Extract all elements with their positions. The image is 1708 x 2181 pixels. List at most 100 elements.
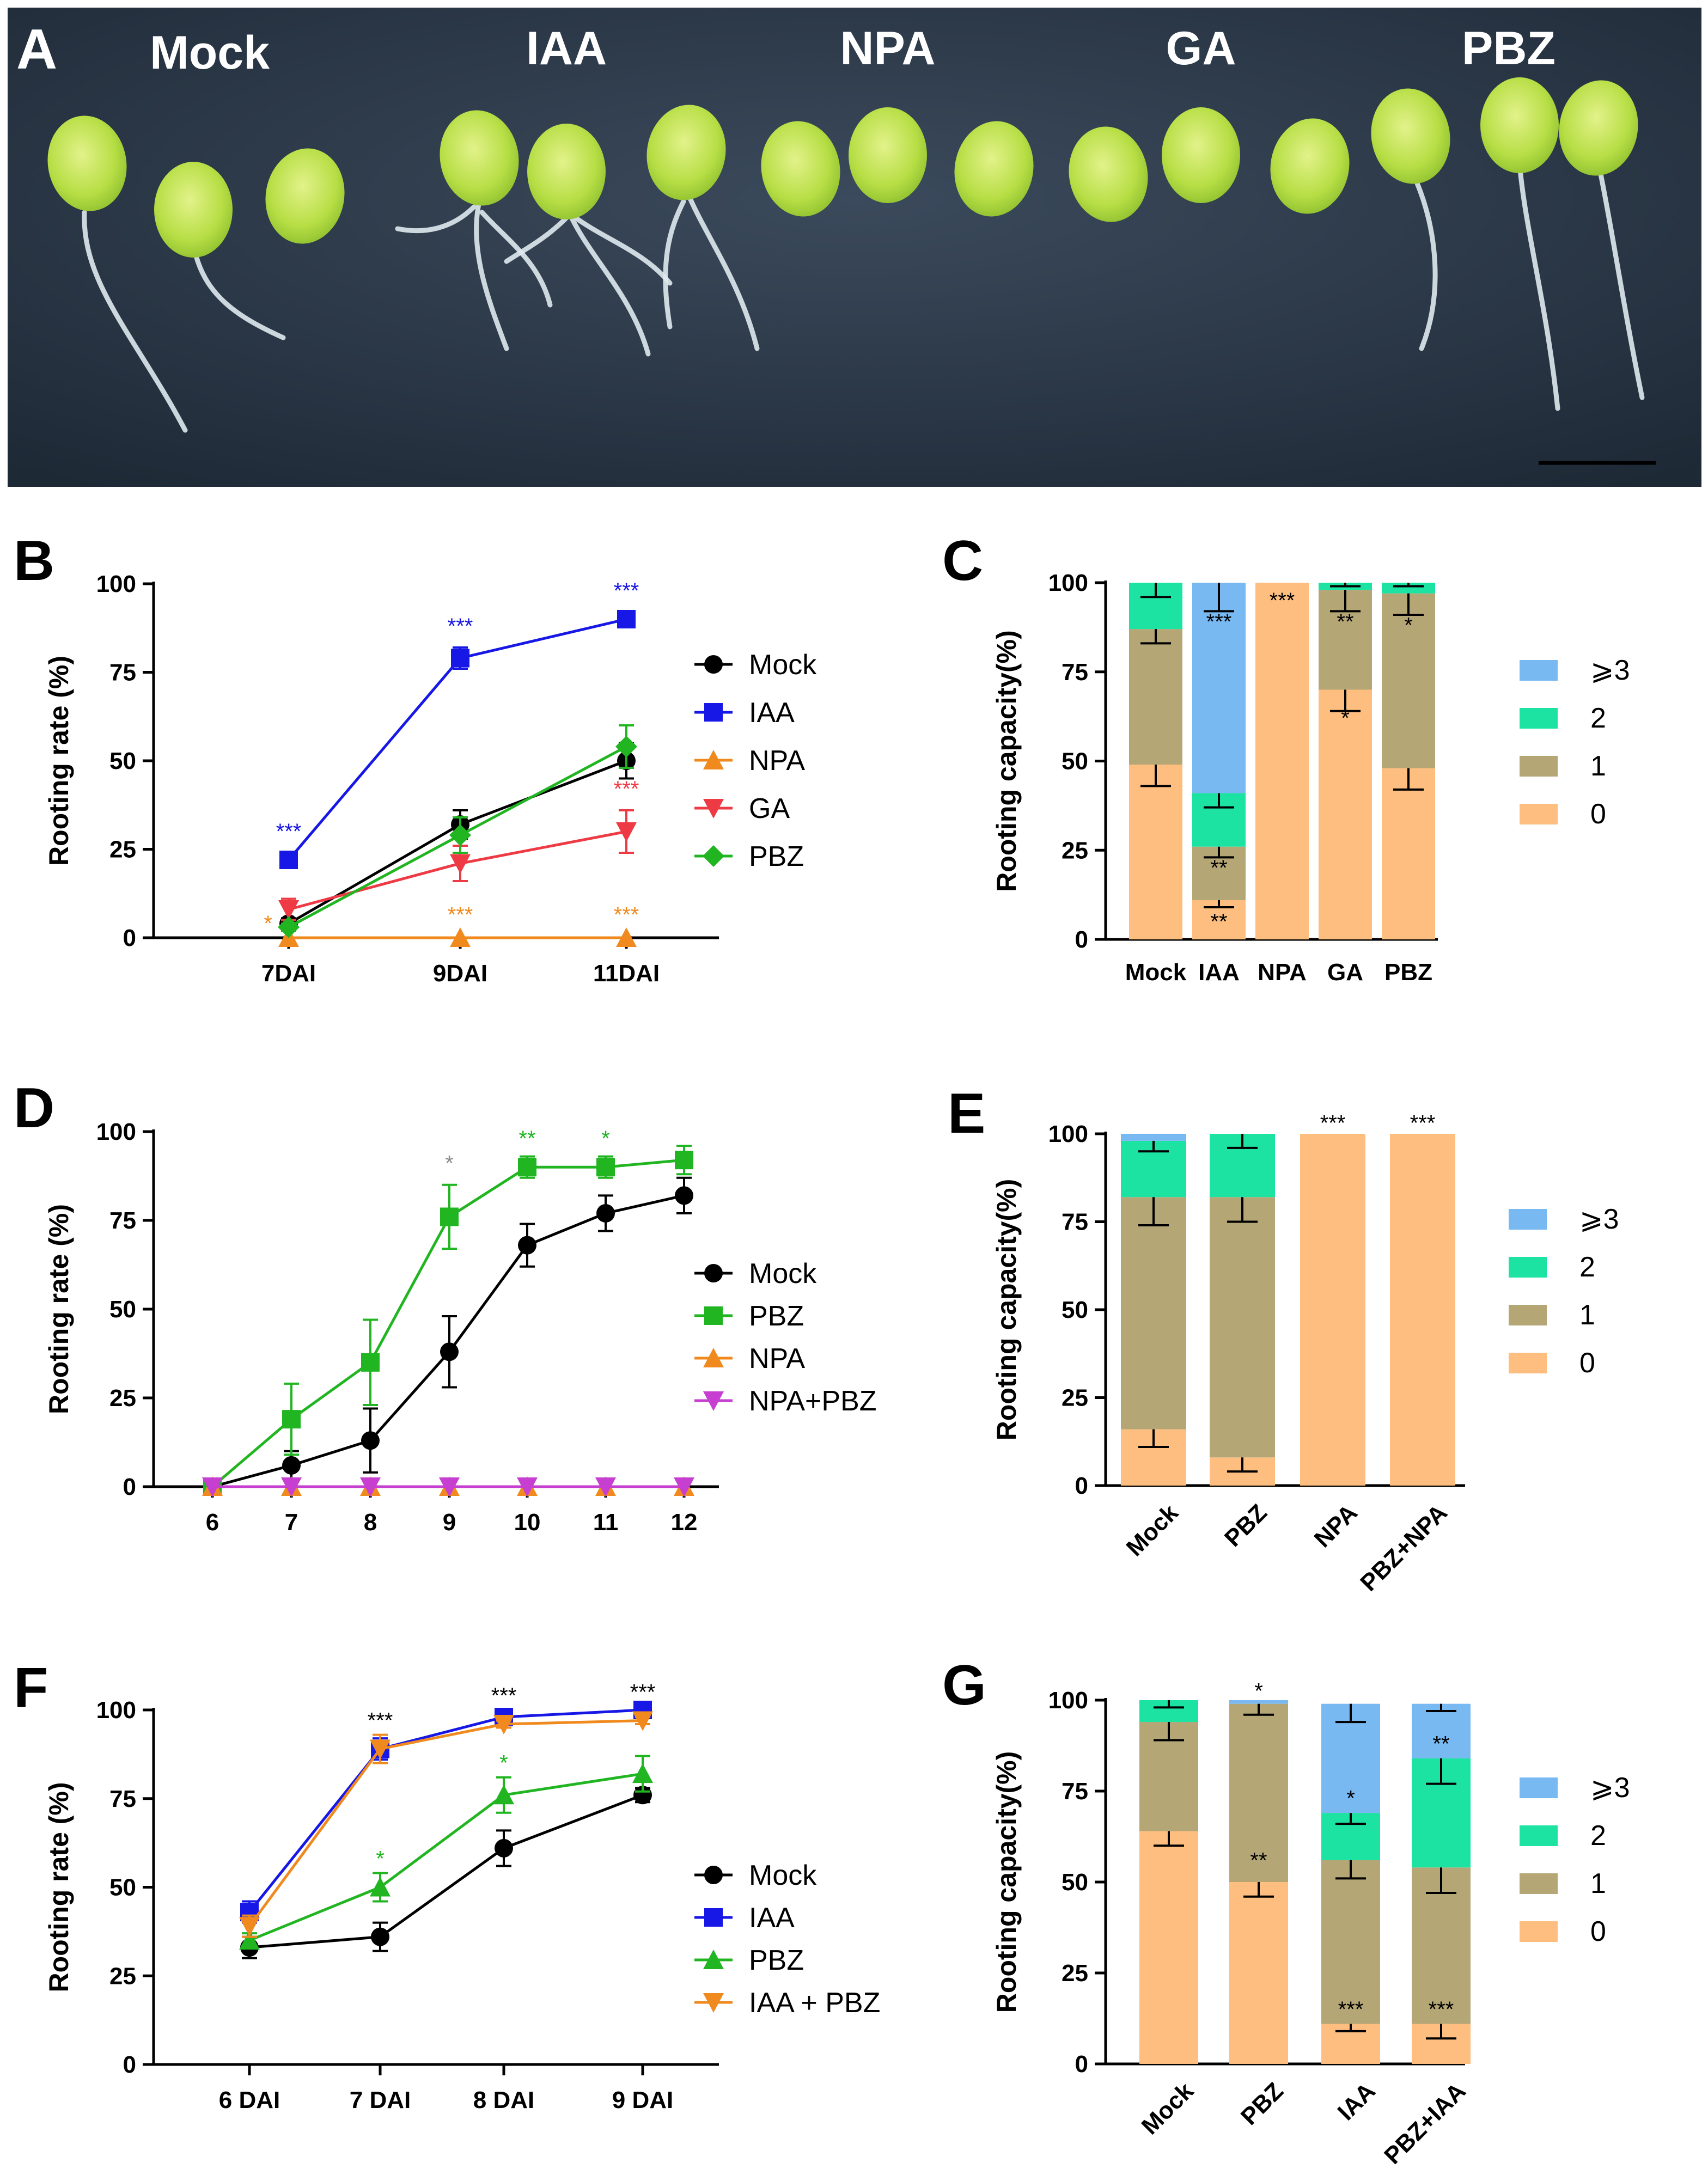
bar-segment (1121, 1197, 1186, 1429)
series-npa-pbz (202, 1477, 694, 1497)
photo-label-pbz: PBZ (1462, 22, 1555, 75)
legend-swatch (1509, 1257, 1547, 1278)
data-point (370, 1739, 391, 1760)
x-tick-label: NPA (1258, 959, 1307, 986)
seedling-leaf (1371, 88, 1450, 184)
bar-segment (1300, 1134, 1365, 1486)
panel-label-g: G (942, 1654, 986, 1717)
seedling-root (663, 193, 760, 351)
legend-label: 0 (1579, 1347, 1595, 1379)
legend-marker (704, 1866, 723, 1884)
legend-label: IAA (749, 697, 795, 729)
significance-mark: * (1341, 706, 1350, 730)
data-point (493, 1715, 514, 1735)
bar-segment (1382, 768, 1435, 939)
legend-swatch (1509, 1353, 1547, 1373)
bar-segment (1129, 629, 1182, 765)
y-tick-label: 75 (109, 1786, 136, 1812)
x-tick-label: 6 (206, 1509, 219, 1536)
significance-mark: * (1254, 1679, 1263, 1703)
significance-mark: ** (1210, 856, 1227, 880)
data-point (675, 1186, 693, 1205)
series-ga (278, 809, 637, 921)
x-tick-label: PBZ (1384, 959, 1432, 986)
bar-segment (1321, 1860, 1380, 2024)
seedling-leaf (646, 105, 726, 200)
panel-g: G Rooting capacity(%) 0 25 50 75 100 Mock PBZ IAA… (942, 1654, 1630, 2170)
panel-a-photo: A Mock IAA NPA GA PBZ (8, 8, 1701, 487)
panel-label-d: D (14, 1077, 54, 1140)
y-tick-label: 100 (1048, 1121, 1088, 1147)
y-tick-label: 0 (123, 925, 136, 951)
legend-marker (704, 703, 723, 722)
panel-f: F Rooting rate (%) 0 25 50 75 100 6 DAI 7 DAI 8 D… (14, 1657, 880, 2113)
bar-segment (1229, 1700, 1288, 1704)
legend-marker (703, 1348, 724, 1367)
legend-label: 2 (1590, 1820, 1606, 1852)
bar-segment (1229, 1882, 1288, 2064)
legend-label: PBZ (749, 841, 804, 872)
x-tick-label: IAA (1333, 2078, 1381, 2125)
legend-label: PBZ (749, 1300, 804, 1332)
y-tick-label: 25 (109, 1385, 136, 1412)
significance-mark: * (1346, 1787, 1355, 1811)
x-tick-label: IAA (1198, 959, 1240, 986)
legend-swatch (1520, 1873, 1558, 1894)
legend-swatch (1520, 1777, 1558, 1798)
significance-mark: * (445, 1152, 454, 1176)
legend-label: Mock (749, 649, 817, 681)
x-tick-label: 8 DAI (473, 2087, 534, 2113)
bar-segment (1412, 1703, 1471, 1758)
panel-label-b: B (14, 529, 54, 592)
seedling-root (1596, 161, 1645, 400)
data-point (451, 649, 469, 668)
significance-mark: *** (1338, 1997, 1364, 2021)
bar-segment (1382, 593, 1435, 768)
legend-swatch (1520, 756, 1558, 777)
legend-marker (703, 1391, 724, 1411)
legend-marker (704, 655, 723, 674)
panel-a-label: A (16, 18, 57, 81)
bar-segment (1121, 1134, 1186, 1141)
x-tick-label: 7 (285, 1509, 298, 1536)
seedling-leaf (47, 115, 127, 211)
data-point (279, 851, 298, 869)
data-point (617, 610, 636, 628)
data-point (449, 824, 471, 846)
y-tick-label: 50 (109, 1874, 136, 1901)
significance-mark: * (601, 1127, 610, 1151)
legend-label: NPA+PBZ (749, 1385, 877, 1417)
y-axis-label: Rooting capacity(%) (991, 630, 1022, 892)
data-point (518, 1236, 536, 1255)
data-point (239, 1917, 260, 1937)
bar-segment (1139, 1831, 1198, 2064)
legend-label: Mock (749, 1258, 817, 1290)
bar-segment (1210, 1197, 1275, 1458)
panel-c: C Rooting capacity(%) 0 25 50 75 100 Mock IAA NPA… (942, 529, 1630, 986)
data-point (278, 916, 300, 938)
significance-mark: *** (1206, 610, 1232, 634)
y-tick-label: 100 (96, 1697, 136, 1724)
data-point (616, 822, 637, 842)
series-line (248, 1708, 643, 1913)
legend-label: PBZ (749, 1945, 804, 1976)
photo-label-mock: Mock (150, 27, 270, 79)
legend-label: 2 (1579, 1251, 1595, 1283)
significance-mark: ** (1210, 909, 1227, 933)
legend-marker (703, 1993, 724, 2013)
y-tick-label: 50 (1062, 748, 1088, 775)
significance-mark: *** (276, 820, 302, 844)
legend-marker (703, 750, 724, 769)
y-tick-label: 0 (1075, 2051, 1088, 2078)
photo-label-iaa: IAA (526, 22, 607, 75)
y-tick-label: 75 (1062, 659, 1088, 686)
significance-mark: *** (368, 1709, 393, 1733)
seedling-leaf (954, 121, 1034, 217)
bar-segment (1319, 689, 1372, 939)
x-tick-label: 6 DAI (219, 2087, 280, 2113)
data-point (674, 1477, 694, 1497)
seedling-leaf (1069, 126, 1148, 222)
data-point (440, 1207, 459, 1226)
significance-mark: *** (1429, 1997, 1454, 2021)
